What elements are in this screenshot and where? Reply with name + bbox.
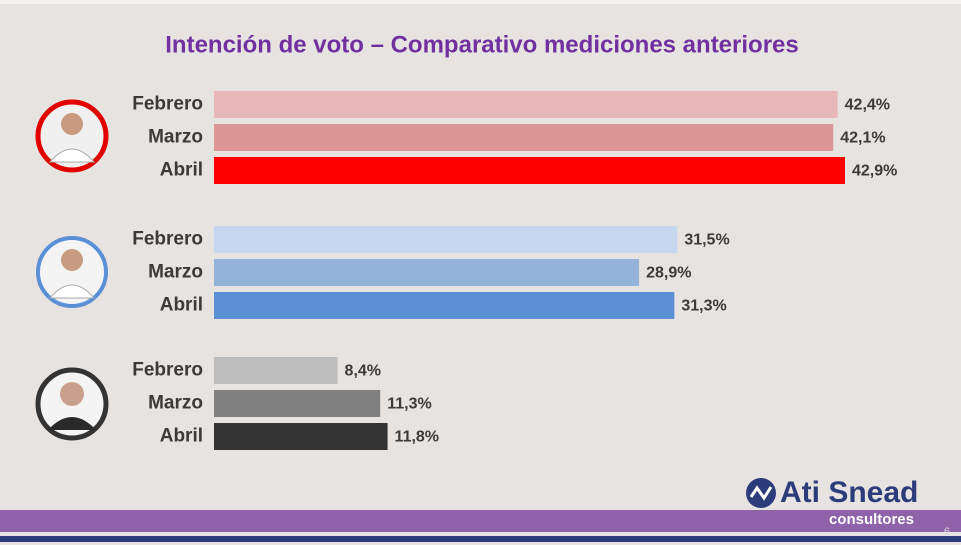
bar [214,423,388,450]
category-label: Febrero [132,360,203,381]
bar [214,91,838,118]
category-label: Marzo [148,127,203,148]
value-label: 42,4% [845,97,890,114]
value-label: 11,8% [395,429,439,446]
category-label: Abril [160,295,203,316]
value-label: 28,9% [646,265,691,282]
bar [214,124,834,151]
bar [214,157,845,184]
category-label: Febrero [132,229,203,250]
top-edge [0,0,961,4]
footer-line [0,536,961,542]
category-label: Marzo [148,393,203,414]
value-label: 31,3% [681,298,726,315]
category-label: Abril [160,426,203,447]
portrait-3 [35,367,109,441]
category-label: Febrero [132,94,203,115]
brand-sub: consultores [829,511,914,528]
bar [214,259,640,286]
value-label: 42,9% [852,163,897,180]
bar [214,357,338,384]
category-label: Marzo [148,262,203,283]
brand: Ati Snead [780,476,918,509]
bar [214,292,675,319]
category-label: Abril [160,160,203,181]
bar [214,226,678,253]
value-label: 42,1% [840,130,885,147]
bar [214,390,381,417]
logo-mark [749,485,773,501]
value-label: 11,3% [387,396,431,413]
page-number: 6 [944,526,950,538]
portrait-2 [36,236,108,308]
value-label: 8,4% [345,363,381,380]
value-label: 31,5% [684,232,729,249]
footer-band [0,510,961,532]
portrait-1 [35,99,109,173]
chart-title: Intención de voto – Comparativo medicion… [165,31,798,58]
